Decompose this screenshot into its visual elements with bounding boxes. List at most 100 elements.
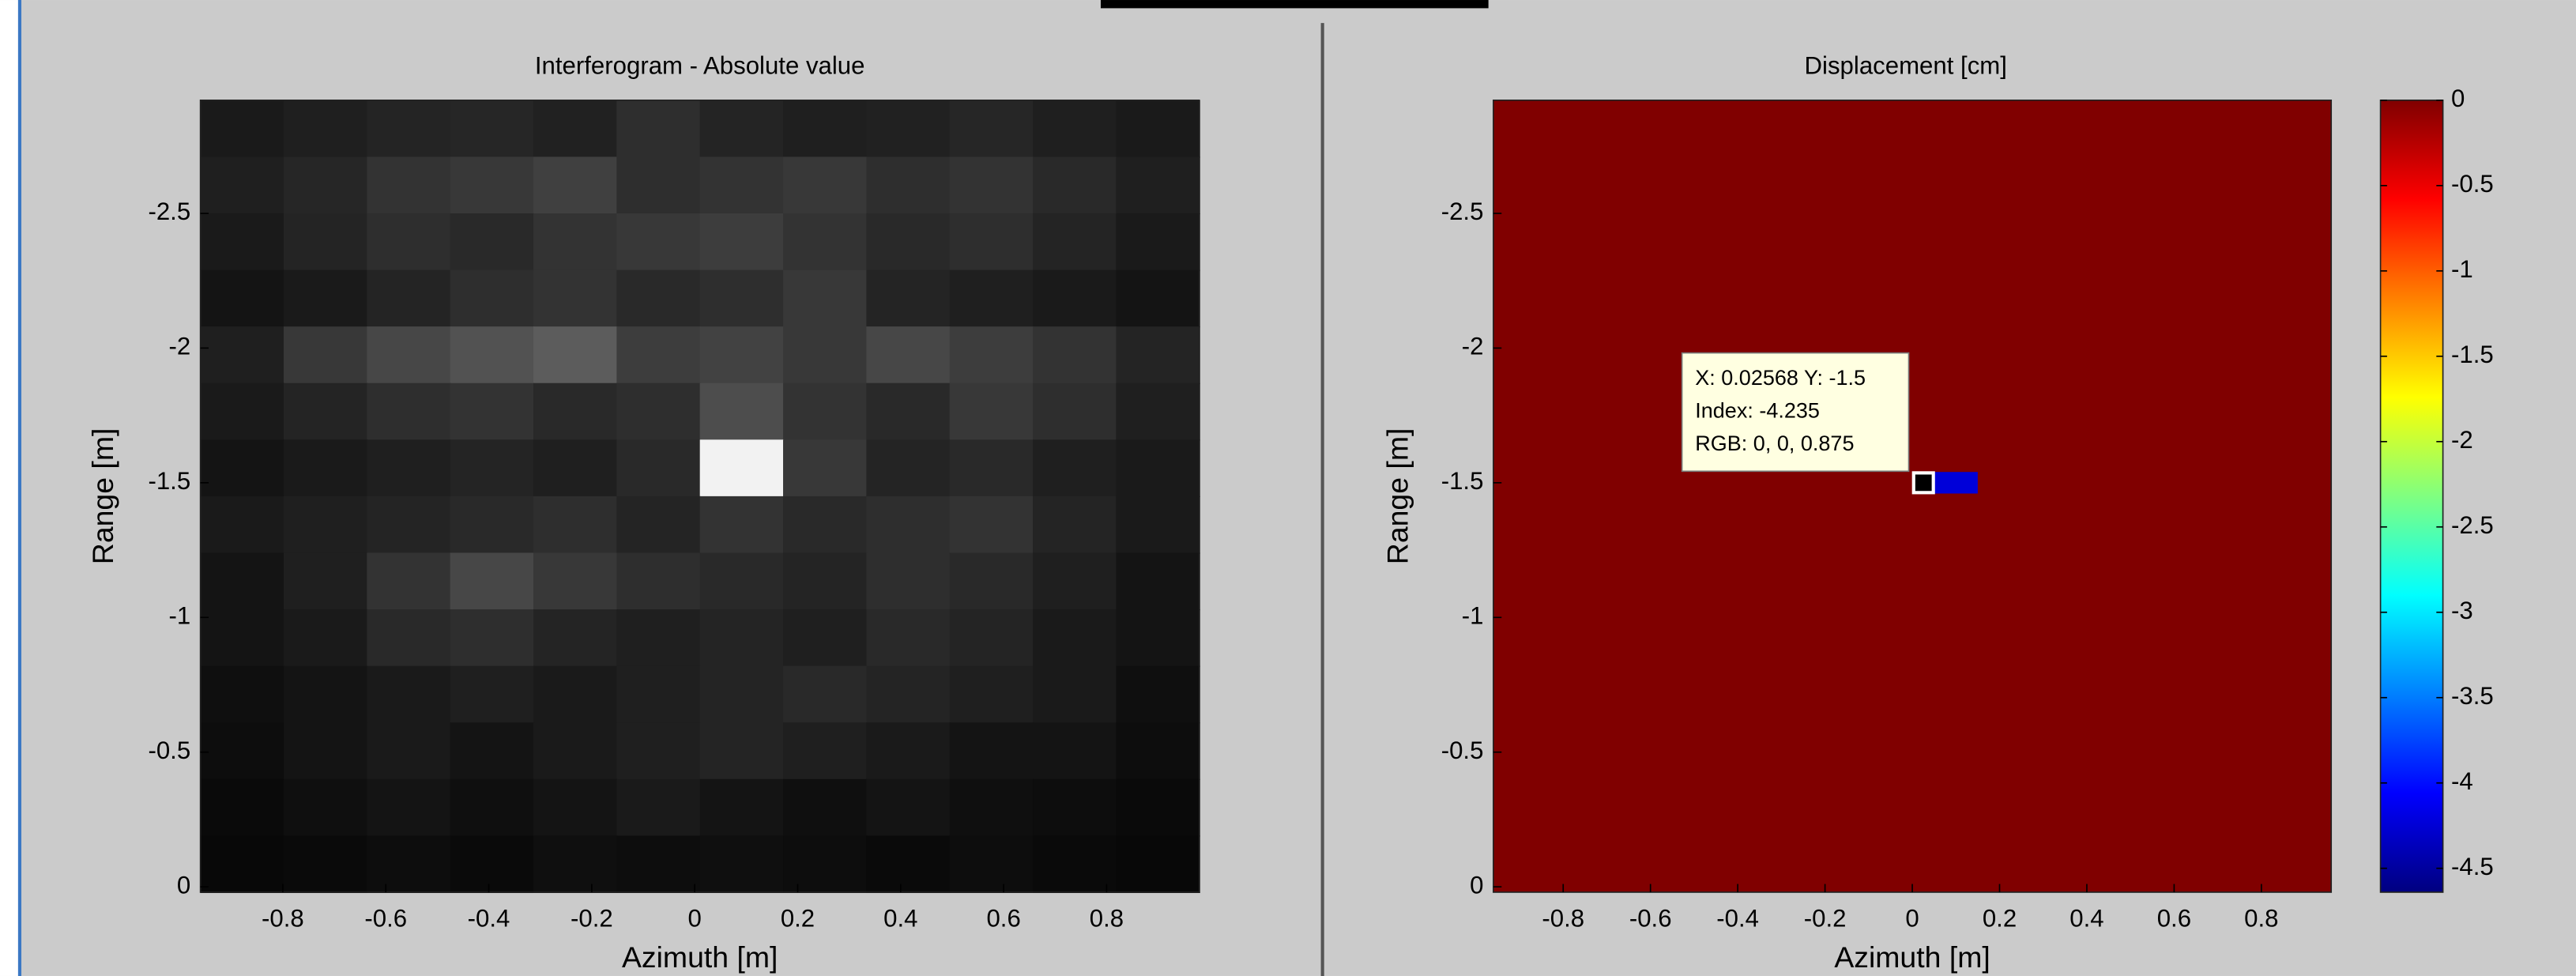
heatmap-cell: [783, 722, 868, 780]
heatmap-cell: [949, 609, 1034, 667]
y-tick-label: 0: [1470, 871, 1483, 899]
heatmap-cell: [533, 665, 618, 724]
heatmap-cell: [616, 552, 701, 611]
x-tick-label: -0.6: [1629, 905, 1672, 933]
x-axis-label: Azimuth [m]: [1834, 940, 1990, 974]
y-tick-label: -1: [1462, 602, 1484, 630]
x-tick-label: -0.4: [468, 905, 510, 933]
x-tick-label: -0.2: [1804, 905, 1847, 933]
heatmap-cell: [616, 382, 701, 441]
y-tick-label: -0.5: [148, 737, 190, 764]
heatmap-cell: [283, 156, 368, 215]
heatmap-cell: [533, 778, 618, 837]
heatmap-cell: [367, 778, 451, 837]
heatmap-cell: [699, 778, 785, 837]
heatmap-cell: [1116, 213, 1200, 271]
heatmap-cell: [283, 552, 368, 611]
heatmap-cell: [866, 326, 951, 384]
heatmap-cell: [866, 100, 951, 158]
x-tick-label: -0.2: [571, 905, 613, 933]
x-axis-label: Azimuth [m]: [622, 940, 778, 974]
heatmap-cell: [200, 326, 285, 384]
heatmap-cell: [616, 213, 701, 271]
heatmap-cell: [367, 100, 451, 158]
axes-frame: [199, 100, 1200, 893]
colorbar-tick-label: -4: [2451, 767, 2473, 795]
x-tick-label: 0.6: [2157, 905, 2191, 933]
heatmap-cell: [783, 100, 868, 158]
heatmap-cell: [616, 100, 701, 158]
heatmap-cell: [699, 326, 785, 384]
y-tick-label: -2: [1462, 333, 1484, 360]
heatmap-cell: [783, 326, 868, 384]
heatmap-cell: [450, 326, 535, 384]
y-tick-label: -0.5: [1441, 737, 1484, 764]
heatmap-cell: [783, 382, 868, 441]
heatmap-cell: [200, 835, 285, 893]
heatmap-cell: [949, 100, 1034, 158]
y-tick-label: 0: [177, 871, 190, 899]
heatmap-cell: [783, 665, 868, 724]
heatmap-cell: [949, 326, 1034, 384]
heatmap-cell: [450, 665, 535, 724]
datatip-marker: [1911, 471, 1935, 495]
x-tick-label: 0.6: [986, 905, 1020, 933]
heatmap-cell: [367, 722, 451, 780]
colorbar-tick-label: -1: [2451, 255, 2473, 283]
heatmap-cell: [367, 552, 451, 611]
heatmap-cell: [533, 439, 618, 497]
heatmap-cell: [616, 835, 701, 893]
heatmap-cell: [367, 439, 451, 497]
heatmap-cell: [200, 382, 285, 441]
y-tick-label: -1: [168, 602, 190, 630]
colorbar-tick-label: -3: [2451, 597, 2473, 624]
heatmap-cell: [866, 665, 951, 724]
heatmap-cell: [783, 439, 868, 497]
heatmap-cell: [283, 269, 368, 328]
heatmap-cell: [699, 552, 785, 611]
heatmap-cell: [866, 552, 951, 611]
heatmap-cell: [283, 835, 368, 893]
heatmap-cell: [616, 496, 701, 554]
toolbar-strip: [1100, 0, 1489, 9]
heatmap-cell: [699, 439, 785, 497]
heatmap-cell: [866, 156, 951, 215]
heatmap-cell: [783, 552, 868, 611]
datatip-text: RGB: 0, 0, 0.875: [1695, 431, 1854, 455]
y-tick-label: -2.5: [148, 198, 190, 225]
heatmap-cell: [949, 496, 1034, 554]
heatmap-cell: [783, 835, 868, 893]
heatmap-cell: [283, 722, 368, 780]
x-tick-label: 0.2: [781, 905, 815, 933]
heatmap-cell: [949, 382, 1034, 441]
heatmap-cell: [533, 496, 618, 554]
x-tick-label: 0.4: [883, 905, 917, 933]
heatmap-cell: [367, 326, 451, 384]
colorbar-tick-label: -1.5: [2451, 341, 2494, 368]
heatmap-cell: [1116, 778, 1200, 837]
heatmap-cell: [866, 609, 951, 667]
heatmap-cell: [367, 835, 451, 893]
y-tick-label: -1.5: [1441, 467, 1484, 495]
heatmap-cell: [533, 213, 618, 271]
colorbar-tick-label: 0: [2451, 85, 2465, 112]
heatmap-cell: [866, 722, 951, 780]
x-tick-label: 0: [1905, 905, 1919, 933]
heatmap-cell: [783, 778, 868, 837]
heatmap-cell: [200, 665, 285, 724]
heatmap-cell: [450, 552, 535, 611]
heatmap-cell: [1033, 835, 1117, 893]
colorbar-tick-label: -2.5: [2451, 511, 2494, 539]
heatmap-cell: [1033, 326, 1117, 384]
heatmap-cell: [1116, 269, 1200, 328]
heatmap-cell: [616, 326, 701, 384]
heatmap-cell: [367, 665, 451, 724]
y-tick-label: -1.5: [148, 467, 190, 495]
colorbar-tick-label: -0.5: [2451, 170, 2494, 198]
datatip-box: [1681, 352, 1910, 473]
heatmap-cell: [1116, 326, 1200, 384]
heatmap-cell: [783, 496, 868, 554]
heatmap-cell: [200, 156, 285, 215]
heatmap-cell: [1033, 156, 1117, 215]
